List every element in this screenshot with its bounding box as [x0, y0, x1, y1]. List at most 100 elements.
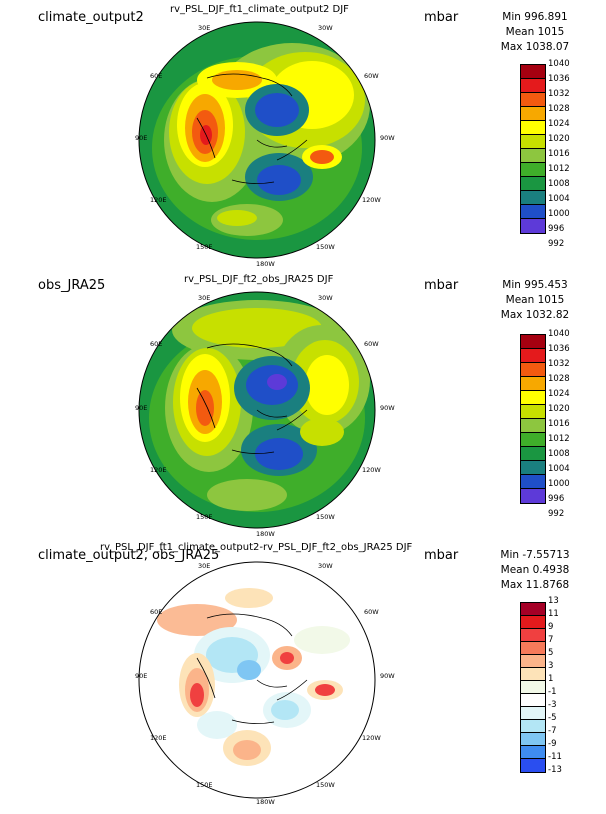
case-label: climate_output2, obs_JRA25 — [38, 548, 220, 563]
lon-label: 60E — [150, 72, 163, 80]
stat-max: Max 11.8768 — [500, 579, 570, 591]
panel-model: climate_output2 rv_PSL_DJF_ft1_climate_o… — [0, 0, 606, 270]
units-label: mbar — [424, 278, 459, 293]
plot-title: rv_PSL_DJF_ft1_climate_output2-rv_PSL_DJ… — [100, 542, 413, 553]
colorbar-swatch — [521, 707, 545, 720]
colorbar-label: -1 — [548, 687, 557, 697]
colorbar-label: 1012 — [548, 164, 570, 174]
plot-title: rv_PSL_DJF_ft1_climate_output2 DJF — [170, 4, 349, 15]
case-label: climate_output2 — [38, 10, 144, 25]
lon-label: 120E — [150, 196, 167, 204]
lon-label: 60W — [364, 340, 379, 348]
lon-label: 120E — [150, 734, 167, 742]
lon-label: 60W — [364, 72, 379, 80]
stat-mean: Mean 1015 — [505, 294, 565, 306]
colorbar-swatch — [521, 433, 545, 447]
colorbar-swatch — [521, 759, 545, 772]
colorbar-swatch — [521, 107, 545, 121]
colorbar-label: 11 — [548, 609, 559, 619]
colorbar-label: 1020 — [548, 134, 570, 144]
colorbar — [520, 64, 546, 234]
lon-label: 150E — [196, 781, 213, 789]
stat-min: Min 995.453 — [502, 279, 568, 291]
colorbar-label: 1040 — [548, 59, 570, 69]
colorbar-swatch — [521, 65, 545, 79]
colorbar-label: 992 — [548, 239, 565, 249]
colorbar-label: 13 — [548, 596, 559, 606]
stat-mean: Mean 1015 — [505, 26, 565, 38]
colorbar-label: 1016 — [548, 419, 570, 429]
colorbar-swatch — [521, 79, 545, 93]
colorbar-swatch — [521, 391, 545, 405]
lon-label: 120W — [362, 466, 381, 474]
colorbar-label: 1028 — [548, 104, 570, 114]
colorbar-swatch — [521, 135, 545, 149]
colorbar-swatch — [521, 177, 545, 191]
colorbar-label: 1008 — [548, 179, 570, 189]
stats-block: Min 996.891 Mean 1015 Max 1038.07 — [490, 10, 580, 55]
colorbar-swatch — [521, 363, 545, 377]
lon-label: 60E — [150, 340, 163, 348]
colorbar-label: -7 — [548, 726, 557, 736]
colorbar-swatch — [521, 642, 545, 655]
polar-map — [138, 561, 376, 799]
colorbar-label: 1012 — [548, 434, 570, 444]
lon-label: 150E — [196, 513, 213, 521]
stat-min: Min -7.55713 — [500, 549, 570, 561]
colorbar — [520, 334, 546, 504]
colorbar-label: 992 — [548, 509, 565, 519]
colorbar-swatch — [521, 335, 545, 349]
colorbar-swatch — [521, 461, 545, 475]
colorbar-swatch — [521, 733, 545, 746]
stat-max: Max 1032.82 — [500, 309, 570, 321]
colorbar-swatch — [521, 349, 545, 363]
units-label: mbar — [424, 10, 459, 25]
colorbar-label: -9 — [548, 739, 557, 749]
colorbar-swatch — [521, 629, 545, 642]
lon-label: 150E — [196, 243, 213, 251]
lon-label: 90W — [380, 404, 395, 412]
lon-label: 90E — [135, 672, 148, 680]
colorbar-swatch — [521, 746, 545, 759]
colorbar-label: 1036 — [548, 344, 570, 354]
colorbar-label: 1032 — [548, 359, 570, 369]
units-label: mbar — [424, 548, 459, 563]
lon-label: 30W — [318, 294, 333, 302]
lon-label: 180W — [256, 798, 275, 806]
lon-label: 90W — [380, 672, 395, 680]
stat-min: Min 996.891 — [502, 11, 568, 23]
colorbar-label: -5 — [548, 713, 557, 723]
colorbar-swatch — [521, 475, 545, 489]
colorbar-swatch — [521, 655, 545, 668]
lon-label: 120W — [362, 196, 381, 204]
lon-label: 120E — [150, 466, 167, 474]
colorbar-swatch — [521, 191, 545, 205]
lon-label: 90E — [135, 134, 148, 142]
stat-max: Max 1038.07 — [500, 41, 570, 53]
stat-mean: Mean 0.4938 — [500, 564, 570, 576]
colorbar-label: 1008 — [548, 449, 570, 459]
lon-label: 30E — [198, 24, 211, 32]
colorbar-swatch — [521, 616, 545, 629]
lon-label: 60E — [150, 608, 163, 616]
panel-diff: climate_output2, obs_JRA25 rv_PSL_DJF_ft… — [0, 540, 606, 810]
lon-label: 30W — [318, 24, 333, 32]
colorbar-label: 7 — [548, 635, 554, 645]
colorbar-label: 996 — [548, 224, 565, 234]
lon-label: 30E — [198, 294, 211, 302]
colorbar-label: 1 — [548, 674, 554, 684]
colorbar-label: 1000 — [548, 479, 570, 489]
colorbar-swatch — [521, 603, 545, 616]
panel-obs: obs_JRA25 rv_PSL_DJF_ft2_obs_JRA25 DJF m… — [0, 270, 606, 540]
lon-label: 90W — [380, 134, 395, 142]
polar-map — [138, 21, 376, 259]
colorbar-swatch — [521, 447, 545, 461]
colorbar-swatch — [521, 219, 545, 233]
colorbar-label: 5 — [548, 648, 554, 658]
colorbar-label: 1004 — [548, 464, 570, 474]
colorbar-label: 1040 — [548, 329, 570, 339]
colorbar-label: 1000 — [548, 209, 570, 219]
lon-label: 150W — [316, 513, 335, 521]
colorbar-label: 9 — [548, 622, 554, 632]
lon-label: 150W — [316, 781, 335, 789]
